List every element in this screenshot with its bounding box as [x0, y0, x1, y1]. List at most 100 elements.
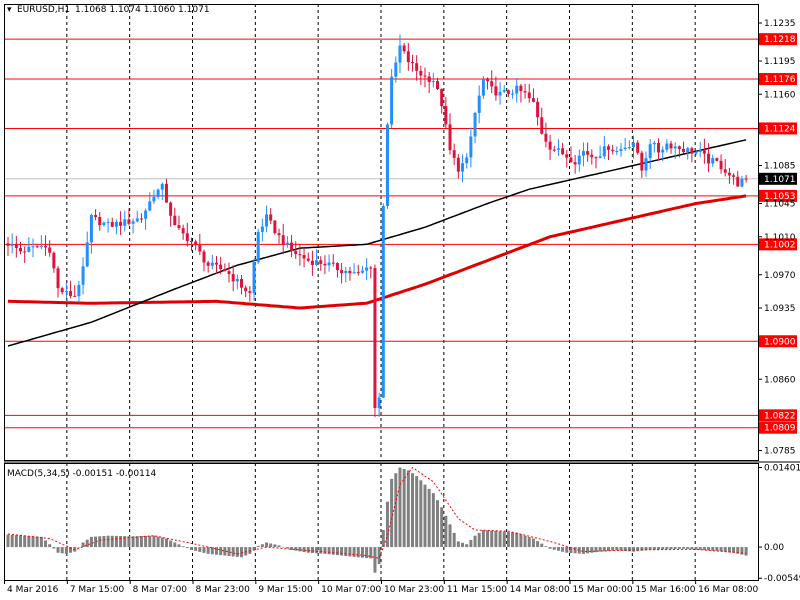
macd-signal-line — [7, 466, 747, 559]
candle-body — [64, 291, 68, 293]
macd-bar — [490, 530, 494, 548]
candle-body — [231, 274, 235, 282]
candle-body — [365, 267, 369, 271]
macd-bar — [498, 531, 502, 548]
macd-bar — [452, 532, 456, 548]
macd-bar — [744, 547, 748, 556]
candle-body — [202, 251, 206, 263]
macd-bar — [52, 547, 56, 549]
macd-bar — [436, 500, 440, 548]
macd-bar — [127, 536, 131, 548]
macd-bar — [189, 547, 193, 550]
macd-bar — [398, 467, 402, 548]
macd-bar — [269, 543, 273, 548]
macd-bar — [657, 547, 661, 550]
macd-bar — [623, 547, 627, 552]
macd-bar — [465, 544, 469, 548]
macd-bar — [544, 546, 548, 548]
horizontal-levels: 1.1218 1.1176 1.1124 1.1053 1.1002 1.0900 1.08… — [4, 33, 797, 434]
candle-body — [327, 262, 331, 266]
level-price-tag — [759, 335, 797, 348]
macd-bar — [164, 538, 168, 548]
macd-bar — [248, 547, 252, 554]
candle-body — [6, 243, 10, 246]
macd-bar — [565, 547, 569, 553]
candle-body — [69, 291, 73, 296]
candle-body — [673, 146, 677, 149]
macd-bar — [160, 537, 164, 548]
candle-body — [189, 241, 193, 243]
candle-body — [531, 98, 535, 102]
candle-body — [665, 143, 669, 150]
macd-bar — [81, 542, 85, 548]
chart-header-icon: ▾ — [7, 5, 12, 15]
macd-bar — [110, 535, 114, 548]
candle-body — [390, 76, 394, 125]
candle-body — [298, 254, 302, 256]
macd-bar — [285, 547, 289, 549]
price-tick-label: 1.0970 — [764, 271, 796, 281]
macd-tick-label: -0.00549 — [764, 574, 800, 584]
candle-body — [152, 196, 156, 202]
candle-body — [711, 158, 715, 164]
macd-bar — [94, 536, 98, 548]
macd-bar — [702, 547, 706, 551]
macd-bar — [177, 544, 181, 548]
macd-bar — [740, 547, 744, 555]
time-label: 8 Mar 23:00 — [196, 585, 251, 595]
macd-bar — [135, 536, 139, 548]
candle-body — [640, 152, 644, 171]
macd-bar — [281, 546, 285, 548]
candle-body — [473, 112, 477, 137]
price-tick-label: 1.0935 — [764, 304, 796, 314]
macd-bar — [181, 546, 185, 548]
candle-body — [210, 262, 214, 266]
candle-body — [702, 150, 706, 154]
candle-body — [406, 51, 410, 63]
macd-bar — [102, 535, 106, 548]
macd-bar — [344, 547, 348, 557]
candle-body — [598, 156, 602, 158]
macd-bar — [14, 535, 18, 548]
candle-body — [661, 149, 665, 153]
macd-bar — [606, 547, 610, 552]
time-label: 4 Mar 2016 — [7, 585, 59, 595]
macd-bar — [540, 543, 544, 548]
candle-body — [385, 124, 389, 206]
macd-bar — [402, 468, 406, 548]
candle-body — [431, 81, 435, 83]
candle-body — [536, 101, 540, 118]
candle-body — [590, 154, 594, 158]
macd-bar — [594, 547, 598, 553]
candle-body — [302, 255, 306, 259]
candle-body — [360, 270, 364, 273]
macd-bar — [365, 547, 369, 559]
candle-body — [23, 251, 27, 253]
candle-body — [402, 45, 406, 52]
candle-body — [85, 242, 89, 267]
macd-bar — [394, 473, 398, 548]
macd-bar — [390, 478, 394, 548]
macd-bar — [661, 547, 665, 550]
candle-body — [273, 220, 277, 234]
candle-body — [669, 143, 673, 149]
time-label: 14 Mar 08:00 — [510, 585, 570, 595]
macd-bar — [348, 547, 352, 557]
level-price-label: 1.0822 — [764, 411, 796, 421]
candle-body — [123, 219, 127, 226]
macd-bar — [198, 547, 202, 552]
macd-bar — [711, 547, 715, 551]
candle-body — [444, 106, 448, 125]
candle-body — [615, 151, 619, 153]
candle-body — [527, 92, 531, 99]
macd-bar — [502, 531, 506, 548]
macd-bar — [152, 535, 156, 548]
macd-bar — [548, 547, 552, 549]
candle-body — [423, 75, 427, 77]
candle-body — [698, 150, 702, 152]
level-price-label: 1.1002 — [764, 240, 796, 250]
symbol-label: EURUSD,H1 — [17, 5, 70, 15]
candle-body — [511, 93, 515, 95]
macd-bar — [486, 530, 490, 548]
